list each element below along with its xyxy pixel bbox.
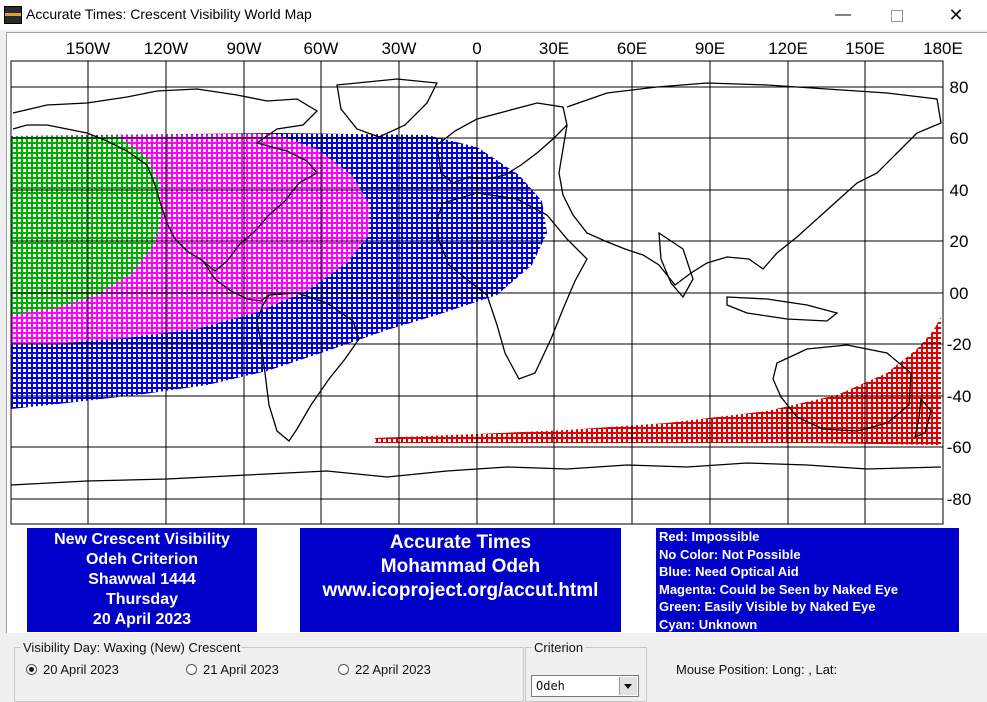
credit-box: Accurate Times Mohammad Odeh www.icoproj… [300, 528, 621, 632]
date-radio-3[interactable]: 22 April 2023 [338, 662, 431, 677]
visibility-day-label: Visibility Day: Waxing (New) Crescent [23, 640, 241, 655]
greenland-coast [336, 78, 439, 138]
lon-label: 30E [539, 39, 569, 58]
coastlines [11, 78, 942, 486]
legend-item-cyan: Cyan: Unknown [659, 616, 758, 632]
new-zealand-coast [914, 397, 932, 439]
lat-label: 20 [950, 232, 969, 251]
lon-label: 150E [845, 39, 885, 58]
region-red-impossible [375, 317, 941, 445]
radio-icon[interactable] [186, 664, 197, 675]
radio-icon[interactable] [338, 664, 349, 675]
mouse-position-readout: Mouse Position: Long: , Lat: [676, 662, 838, 677]
info-line: 20 April 2023 [92, 611, 192, 628]
window-title: Accurate Times: Crescent Visibility Worl… [26, 6, 312, 22]
info-line: Odeh Criterion [85, 551, 198, 568]
info-line: Shawwal 1444 [88, 571, 196, 588]
legend-item-green: Green: Easily Visible by Naked Eye [659, 599, 876, 615]
south-america-coast [256, 292, 360, 442]
maximize-button[interactable] [874, 0, 920, 30]
date-radio-label: 21 April 2023 [203, 662, 279, 677]
lat-label: -80 [947, 490, 972, 509]
credit-line: Mohammad Odeh [380, 556, 541, 577]
legend-box: Red: Impossible No Color: Not Possible B… [656, 528, 959, 632]
maximize-icon [891, 10, 903, 22]
lon-label: 180E [923, 39, 963, 58]
info-line: Thursday [105, 591, 178, 608]
antarctica-coast [11, 462, 942, 486]
date-radio-2[interactable]: 21 April 2023 [186, 662, 279, 677]
lon-label: 150W [66, 39, 110, 58]
lon-label: 90E [695, 39, 725, 58]
lon-label: 0 [472, 39, 481, 58]
minimize-button[interactable]: — [835, 6, 851, 23]
criterion-group: Criterion Odeh [525, 640, 647, 702]
lon-label: 90W [227, 39, 262, 58]
north-america-coast [12, 88, 319, 272]
lat-label: 00 [950, 284, 969, 303]
date-radio-label: 22 April 2023 [355, 662, 431, 677]
legend-item-none: No Color: Not Possible [659, 546, 801, 562]
lon-label: 60E [617, 39, 647, 58]
lon-label: 120E [768, 39, 808, 58]
title-bar: Accurate Times: Crescent Visibility Worl… [0, 0, 987, 30]
criterion-label: Criterion [534, 640, 584, 655]
credit-line: Accurate Times [389, 532, 532, 553]
europe-coast [436, 102, 568, 184]
app-icon [4, 6, 22, 24]
australia-coast [772, 344, 912, 432]
chevron-down-icon[interactable] [619, 677, 637, 695]
date-radio-1[interactable]: 20 April 2023 [26, 662, 119, 677]
legend-item-blue: Blue: Need Optical Aid [659, 564, 799, 580]
lat-label: -40 [947, 387, 972, 406]
lat-label: -60 [947, 438, 972, 457]
visibility-regions [11, 133, 941, 445]
close-button[interactable]: ✕ [948, 5, 964, 25]
lat-label: -20 [947, 335, 972, 354]
lon-label: 60W [304, 39, 339, 58]
control-panel: Visibility Day: Waxing (New) Crescent 20… [0, 634, 987, 702]
legend-item-red: Red: Impossible [659, 529, 760, 544]
asia-coast [558, 82, 942, 286]
map-canvas[interactable]: 150W 120W 90W 60W 30W 0 30E 60E 90E 120E… [7, 33, 987, 633]
criterion-value: Odeh [536, 679, 565, 693]
radio-selected-icon[interactable] [26, 664, 37, 675]
credit-url: www.icoproject.org/accut.html [322, 580, 599, 601]
date-radio-label: 20 April 2023 [43, 662, 119, 677]
latitude-labels: 80 60 40 20 00 -20 -40 -60 -80 [947, 78, 972, 509]
lat-label: 40 [950, 181, 969, 200]
legend-item-magenta: Magenta: Could be Seen by Naked Eye [659, 581, 899, 597]
indonesia-coast [726, 296, 839, 322]
region-green-easily-visible [11, 136, 162, 315]
lat-label: 80 [950, 78, 969, 97]
india-coast [658, 231, 694, 299]
central-america-coast [202, 260, 270, 302]
lon-label: 30W [382, 39, 417, 58]
lat-label: 60 [950, 129, 969, 148]
africa-coast [436, 192, 588, 380]
graticule [10, 60, 944, 525]
criterion-select[interactable]: Odeh [531, 675, 639, 697]
longitude-labels: 150W 120W 90W 60W 30W 0 30E 60E 90E 120E… [66, 39, 963, 58]
info-box: New Crescent Visibility Odeh Criterion S… [27, 528, 257, 632]
lon-label: 120W [144, 39, 188, 58]
info-line: New Crescent Visibility [54, 531, 230, 548]
